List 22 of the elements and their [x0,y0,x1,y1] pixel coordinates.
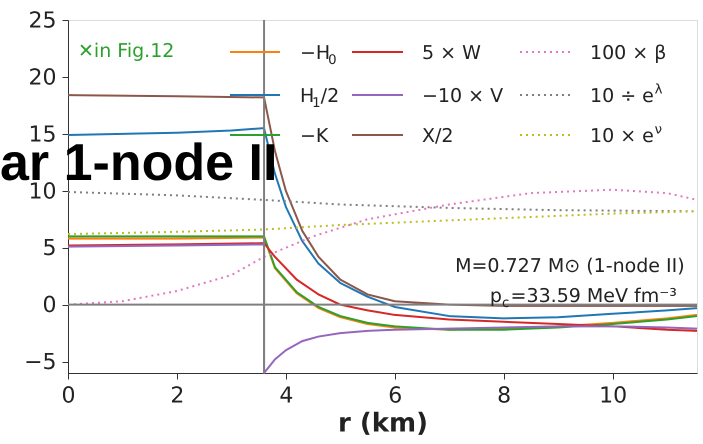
x-tick-label: 2 [170,384,184,408]
y-tick-label: 10 [28,179,56,204]
y-tick-label: 20 [28,65,56,90]
legend-label: −10 × V [422,85,504,107]
annotation: ✕in Fig.12 [78,40,174,62]
y-tick-label: 15 [28,122,56,148]
annotation: M=0.727 M⊙ (1-node II) [455,255,685,277]
x-tick-label: 4 [279,384,294,408]
line-series [67,127,698,320]
y-tick-label: 25 [28,8,56,34]
x-tick-label: 10 [599,384,628,408]
y-tick-label: −5 [24,350,56,376]
x-tick-label: 8 [497,384,512,408]
legend-label: 5 × W [422,42,482,64]
legend-label: 100 × β [590,42,666,64]
x-axis-title: r (km) [338,408,428,438]
x-tick-label: 0 [62,384,76,408]
legend-label: −K [300,125,329,147]
legend-label: X/2 [422,125,454,147]
x-tick-label: 6 [388,384,402,408]
y-tick-label: 0 [42,293,56,318]
y-tick-label: 5 [42,236,56,262]
